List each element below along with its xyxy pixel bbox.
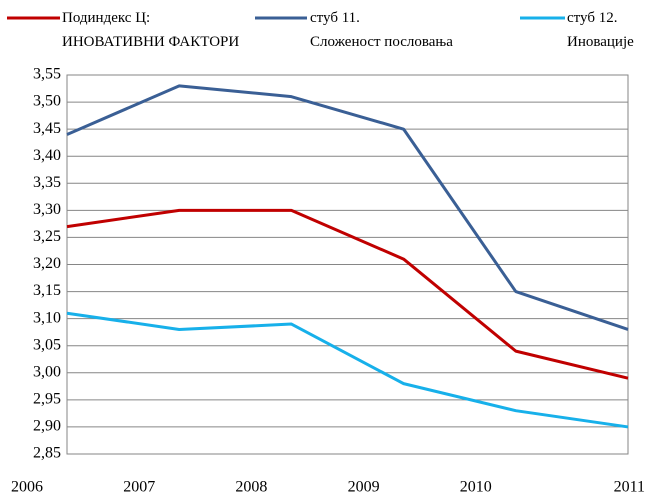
x-tick-label: 2011 [614,479,645,496]
y-tick-label: 3,50 [33,93,61,110]
legend-label: Подиндекс Ц: ИНОВАТИВНИ ФАКТОРИ [62,10,240,50]
y-tick-label: 3,15 [33,282,61,299]
y-tick-label: 2,95 [33,391,61,408]
y-tick-label: 3,55 [33,66,61,83]
y-tick-label: 3,05 [33,336,61,353]
y-tick-label: 3,25 [33,228,61,245]
x-tick-label: 2008 [235,479,267,496]
y-tick-label: 2,85 [33,445,61,462]
x-tick-label: 2010 [460,479,492,496]
x-tick-label: 2007 [123,479,155,496]
legend-label: стуб 12. Иновације [567,10,634,50]
legend-label: стуб 11. Сложеност пословања [310,10,453,50]
y-tick-label: 2,90 [33,418,61,435]
y-tick-label: 3,20 [33,255,61,272]
y-tick-label: 3,40 [33,147,61,164]
x-tick-label: 2009 [348,479,380,496]
x-tick-label: 2006 [11,479,43,496]
y-tick-label: 3,10 [33,309,61,326]
y-tick-label: 3,45 [33,120,61,137]
y-tick-label: 3,35 [33,174,61,191]
y-tick-label: 3,00 [33,363,61,380]
series-line [66,208,629,380]
series-line [66,311,629,429]
y-tick-label: 3,30 [33,201,61,218]
series-line [66,84,629,331]
